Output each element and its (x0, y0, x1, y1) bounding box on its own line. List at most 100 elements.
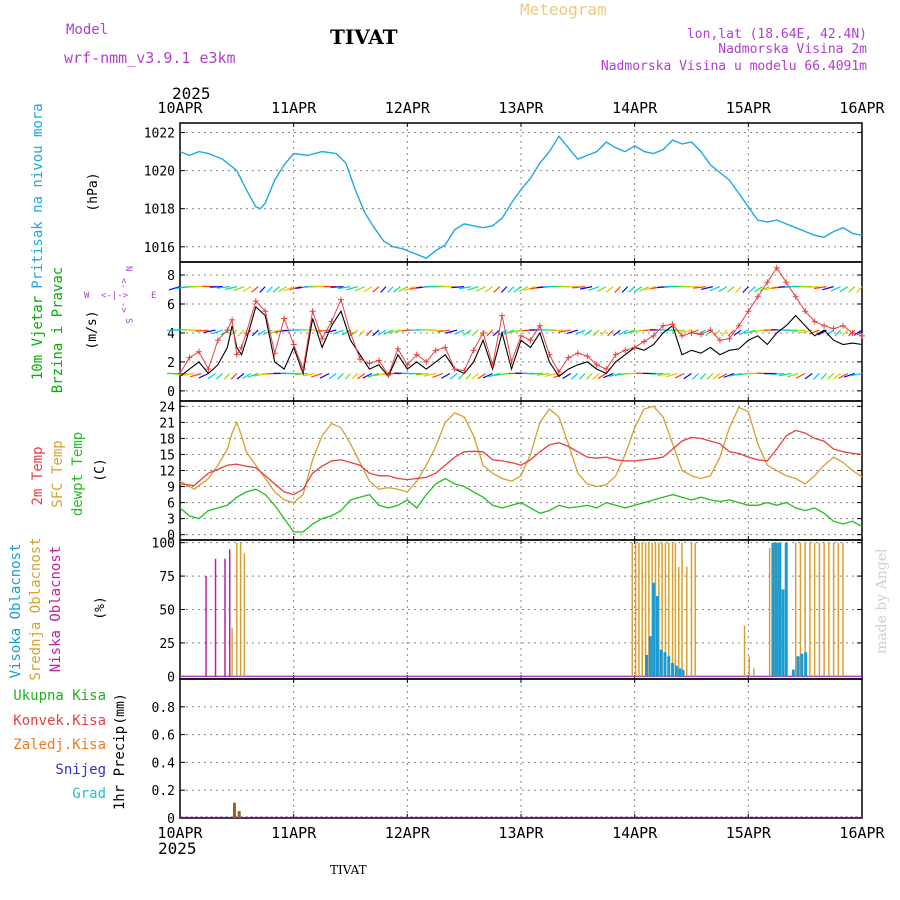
compass-east: E (151, 291, 156, 301)
wind-arrow (372, 286, 380, 293)
high-cloud-bar (771, 542, 775, 677)
wind-arrow (507, 286, 515, 293)
wind-arrow (588, 286, 600, 291)
wind-arrow (247, 372, 259, 378)
wind-compass: N S W E <- -> <-|-> (84, 266, 156, 323)
y-tick-label: 0 (167, 529, 175, 544)
wind-arrow (509, 329, 522, 334)
wind-arrow (806, 286, 820, 288)
wind-arrow (398, 286, 408, 293)
high-cloud-bar (681, 669, 685, 677)
panel-precip: 0 0.2 0.4 0.6 0.8 (152, 678, 863, 827)
high-cloud-bar (678, 668, 682, 677)
wind-direction-arrows (166, 285, 863, 380)
wind-gust-marker (631, 344, 638, 351)
y-tick-label: 100 (152, 537, 175, 552)
wind-gust-marker (593, 361, 600, 368)
wind-arrow (484, 286, 493, 293)
precip-bar (232, 802, 236, 818)
wind-gust-marker (338, 296, 345, 303)
wind-arrow (311, 372, 323, 378)
precip-axis-title: 1hr Precip (112, 726, 128, 810)
wind-arrow (388, 329, 401, 334)
wind-gust-marker (508, 358, 515, 365)
wind-arrow (328, 373, 337, 380)
cloud-unit: (%) (93, 596, 108, 619)
wind-arrow (843, 372, 856, 378)
wind-arrow (735, 286, 742, 293)
high-cloud-bar (663, 652, 667, 677)
wind-gust-marker (840, 322, 847, 329)
t2m-line (179, 429, 863, 496)
pressure-axis-title: Pritisak na nivou mora (30, 103, 46, 288)
wind-arrow (181, 372, 195, 377)
wind-arrow (211, 329, 223, 335)
wind-gust-marker (205, 366, 212, 373)
product-title: Meteogram (520, 0, 607, 19)
wind-arrow (572, 286, 585, 289)
high-cloud-bar (774, 542, 778, 677)
x-tick-label-bottom: 16APR (839, 824, 885, 842)
wind-gust-marker (735, 322, 742, 329)
wind-arrow (451, 286, 465, 289)
y-tick-label: 8 (167, 269, 175, 284)
wind-speed-line (179, 305, 863, 378)
wind-arrow (445, 329, 458, 334)
wind-arrow (462, 329, 472, 336)
y-tick-label: 0.4 (152, 756, 176, 771)
wind-gust-marker (546, 351, 553, 358)
wind-gust-marker (300, 366, 307, 373)
wind-arrow (357, 373, 366, 380)
wind-arrow (437, 329, 451, 333)
wind-arrow (233, 286, 245, 292)
wind-arrow (606, 286, 614, 293)
wind-gust-marker (290, 341, 297, 348)
year-bottom: 2025 (158, 839, 197, 858)
wind-arrow (597, 286, 607, 292)
wind-arrow (706, 373, 714, 380)
legend-convective: Konvek.Kisa (13, 713, 106, 729)
high-cloud-bar (674, 665, 678, 677)
wind-arrow (657, 372, 671, 377)
wind-gust-marker (432, 347, 439, 354)
wind-arrow (742, 286, 749, 293)
y-tick-label: 0 (167, 385, 175, 400)
wind-arrow (482, 372, 493, 379)
wind-arrow (834, 329, 842, 337)
model-altitude: Nadmorska Visina u modelu 66.4091m (601, 59, 867, 74)
wind-arrow (792, 329, 806, 333)
wind-gust-marker (802, 308, 809, 315)
compass-south: S (123, 318, 133, 323)
wind-arrow (230, 373, 238, 380)
temp-axis-title-2: SFC Temp (50, 440, 66, 507)
panel-wind: 0 2 4 6 8 (167, 261, 863, 402)
y-tick-label: 50 (159, 604, 175, 619)
wind-arrow (432, 372, 444, 378)
wind-arrow (266, 286, 273, 293)
high-cloud-bar (652, 582, 656, 677)
wind-arrow (513, 286, 522, 293)
wind-arrow (529, 372, 543, 375)
wind-arrow (628, 286, 636, 293)
wind-gust-marker (574, 350, 581, 357)
wind-gust-marker (233, 351, 240, 358)
wind-gust-marker (177, 370, 183, 377)
y-tick-label: 24 (159, 400, 175, 415)
wind-gust-marker (849, 329, 856, 336)
wind-arrow (458, 373, 465, 380)
precip-unit: (mm) (113, 693, 128, 724)
wind-gust-marker (470, 347, 477, 354)
wind-gust-marker (584, 353, 591, 360)
plot-layers (166, 135, 865, 818)
wind-arrow (822, 286, 834, 291)
wind-gust-marker (499, 312, 506, 319)
wind-arrow (586, 373, 593, 380)
wind-arrow (727, 286, 735, 293)
wind-gust-marker (688, 329, 695, 336)
wind-arrow (575, 329, 586, 336)
y-tick-label: 12 (159, 465, 175, 480)
wind-gust-marker (262, 308, 269, 315)
wind-gust-marker (603, 366, 610, 373)
wind-gust-marker (754, 293, 761, 300)
